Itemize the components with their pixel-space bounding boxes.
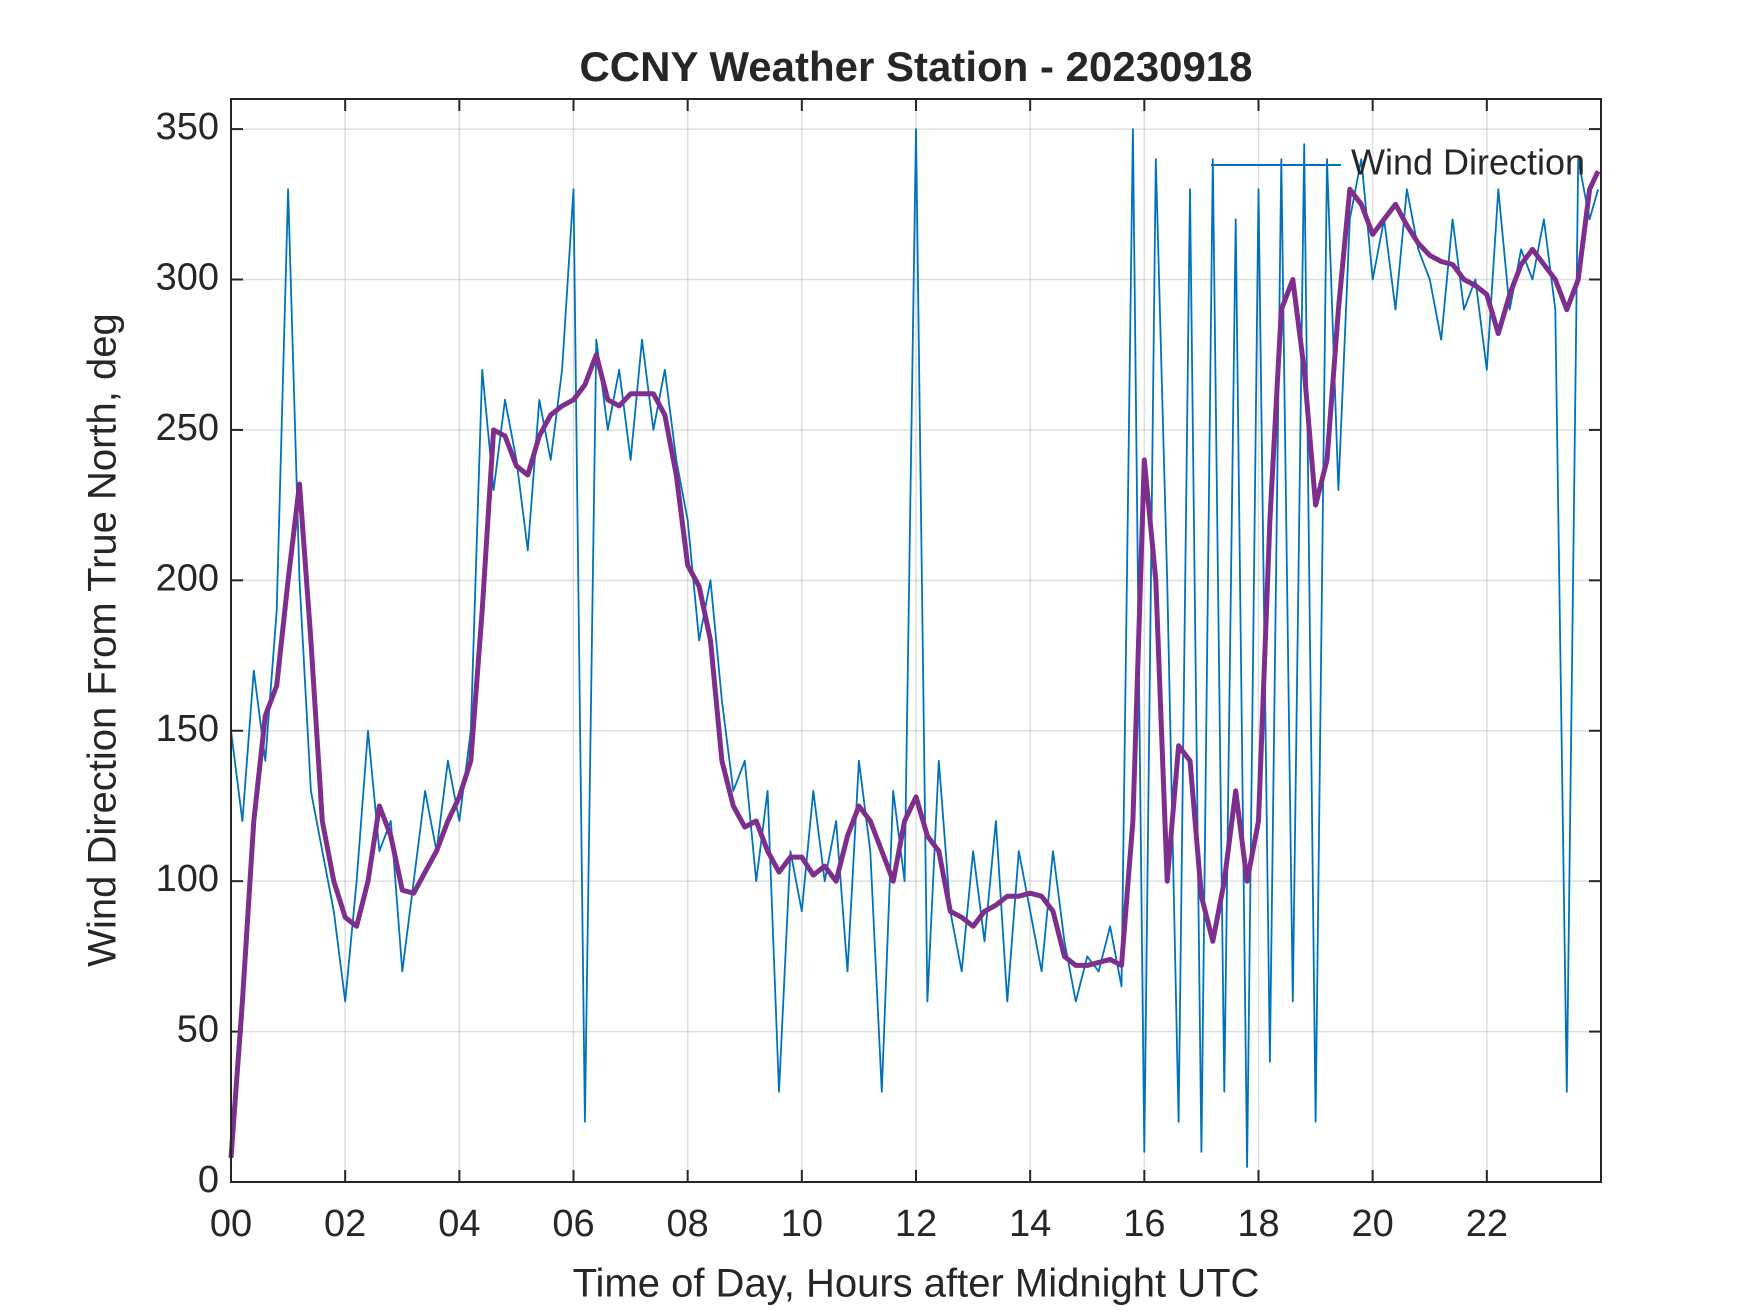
y-tick-label: 0 <box>198 1159 219 1201</box>
x-axis-label: Time of Day, Hours after Midnight UTC <box>573 1262 1260 1306</box>
x-tick-label: 20 <box>1352 1203 1394 1245</box>
x-tick-label: 04 <box>438 1203 480 1245</box>
y-tick-label: 50 <box>177 1009 219 1051</box>
x-tick-label: 00 <box>210 1203 252 1245</box>
x-tick-label: 10 <box>781 1203 823 1245</box>
y-tick-label: 100 <box>156 858 219 900</box>
legend-label: Wind Direction <box>1351 142 1585 183</box>
x-tick-label: 14 <box>1009 1203 1051 1245</box>
y-tick-label: 150 <box>156 708 219 750</box>
data-line <box>230 128 1599 1168</box>
y-axis-label: Wind Direction From True North, deg <box>81 313 125 967</box>
y-tick-label: 350 <box>156 106 219 148</box>
data-line <box>228 170 1601 1159</box>
x-tick-label: 06 <box>552 1203 594 1245</box>
x-tick-label: 22 <box>1466 1203 1508 1245</box>
x-tick-label: 02 <box>324 1203 366 1245</box>
chart-title: CCNY Weather Station - 20230918 <box>579 43 1252 90</box>
x-tick-label: 08 <box>667 1203 709 1245</box>
x-tick-label: 18 <box>1237 1203 1279 1245</box>
y-tick-label: 250 <box>156 407 219 449</box>
x-tick-label: 12 <box>895 1203 937 1245</box>
axes-box <box>230 98 1602 1183</box>
x-tick-label: 16 <box>1123 1203 1165 1245</box>
y-tick-label: 200 <box>156 557 219 599</box>
y-tick-label: 300 <box>156 257 219 299</box>
